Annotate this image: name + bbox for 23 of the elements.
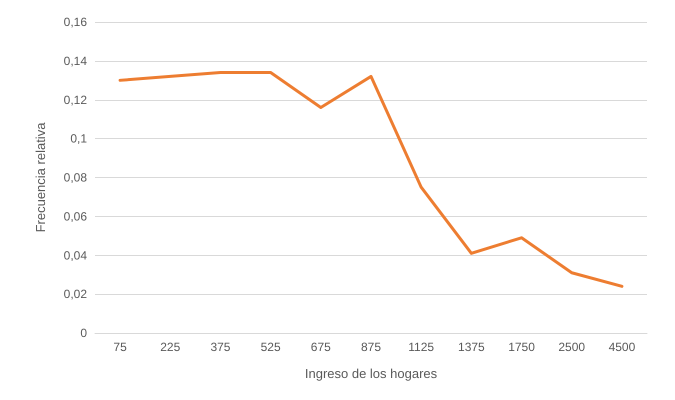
y-tick-label: 0,02 <box>64 287 88 302</box>
x-tick-label: 875 <box>360 340 382 354</box>
x-tick-label: 1125 <box>408 340 434 354</box>
x-tick-label: 2500 <box>558 340 586 354</box>
x-tick-label: 4500 <box>608 340 636 354</box>
x-tick-label: 525 <box>260 340 281 354</box>
x-tick-label: 225 <box>160 340 181 354</box>
x-tick-label: 675 <box>310 340 332 354</box>
x-axis-title: Ingreso de los hogares <box>304 366 438 381</box>
y-tick-label: 0,16 <box>64 15 88 29</box>
y-tick-label: 0,06 <box>64 209 88 224</box>
x-tick-label: 375 <box>210 340 231 354</box>
y-tick-label: 0,04 <box>64 248 88 262</box>
line-series <box>118 71 624 288</box>
y-tick-label: 0,14 <box>64 54 88 68</box>
x-tick-label: 1750 <box>508 340 536 354</box>
y-axis-title: Frecuencia relativa <box>33 122 48 232</box>
x-tick-label: 1375 <box>458 340 486 354</box>
y-tick-label: 0,1 <box>70 132 88 146</box>
y-tick-label: 0 <box>80 326 88 340</box>
y-tick-label: 0,08 <box>64 170 88 184</box>
x-tick-label: 75 <box>113 340 128 354</box>
y-tick-label: 0,12 <box>64 92 88 107</box>
